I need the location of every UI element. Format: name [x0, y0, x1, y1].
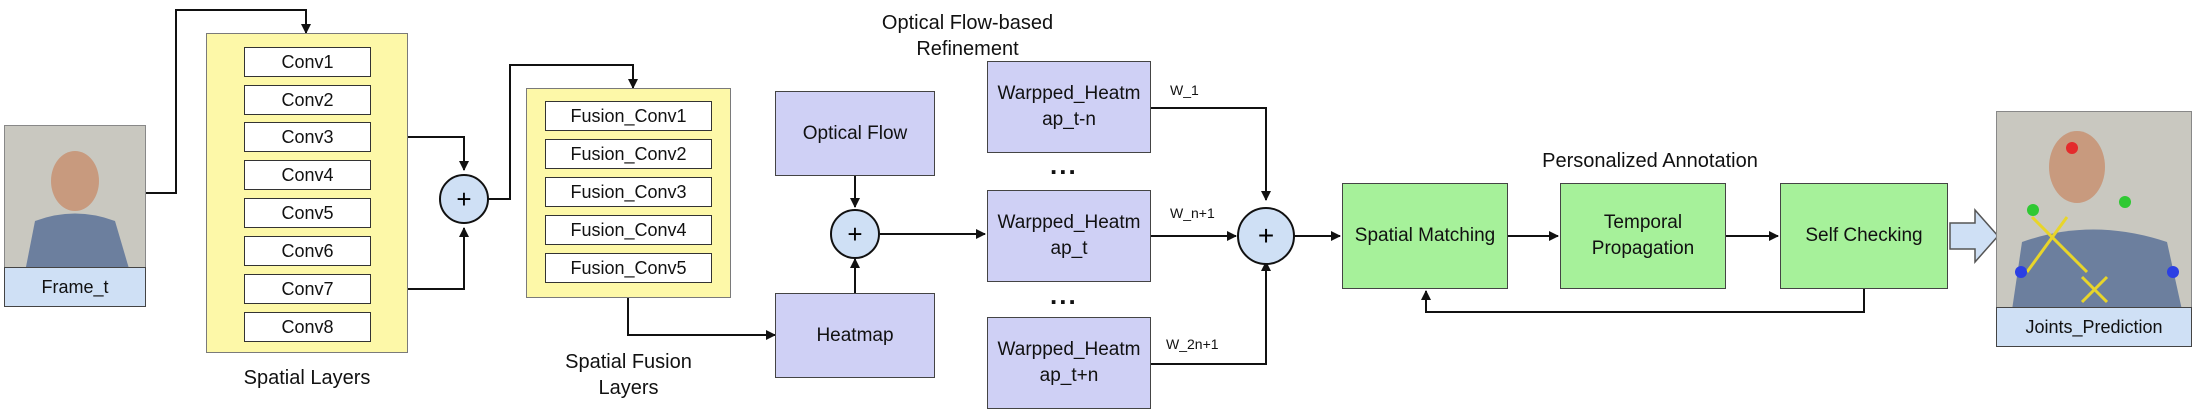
layer-conv8: Conv8: [244, 312, 371, 342]
arrow-feedback-loop: [1421, 289, 1865, 313]
warped-heatmap-t: Warpped_Heatm ap_t: [987, 190, 1151, 282]
joints-illustration: [1997, 112, 2191, 308]
spatial-fusion-caption-line2: Layers: [598, 377, 659, 399]
layer-fusion-conv4: Fusion_Conv4: [545, 215, 712, 245]
sum-node-3: [1237, 207, 1295, 265]
refinement-title-line1: Optical Flow-based: [881, 12, 1054, 34]
weight-w2n1: W_2n+1: [1166, 336, 1219, 352]
warped-heatmap-t-minus-n: Warpped_Heatm ap_t-n: [987, 61, 1151, 153]
warped-mid-line1: Warpped_Heatm: [997, 212, 1141, 234]
sum-symbol-2: +: [847, 219, 862, 249]
sum-node-2: [830, 209, 880, 259]
weight-wn1: W_n+1: [1170, 205, 1215, 221]
self-checking-box: Self Checking: [1780, 183, 1948, 289]
layer-fusion-conv2: Fusion_Conv2: [545, 139, 712, 169]
input-frame-image: [4, 125, 146, 271]
output-frame-image: [1996, 111, 2192, 309]
layer-conv5: Conv5: [244, 198, 371, 228]
refinement-title-line2: Refinement: [916, 38, 1019, 60]
personalized-annotation-title: Personalized Annotation: [1542, 150, 1758, 172]
layer-fusion-conv3: Fusion_Conv3: [545, 177, 712, 207]
arrow-frame-to-spatial: [146, 9, 311, 194]
arrow-warped-bottom-to-sum: [1151, 261, 1271, 365]
ellipsis-upper: ...: [1050, 150, 1078, 180]
layer-conv2: Conv2: [244, 85, 371, 115]
layer-fusion-conv1: Fusion_Conv1: [545, 101, 712, 131]
arrow-sum-to-fusion: [488, 64, 638, 200]
heatmap-box: Heatmap: [775, 293, 935, 378]
temporal-line1: Temporal: [1603, 212, 1683, 234]
spatial-fusion-caption: Spatial Fusion Layers: [536, 349, 721, 401]
temporal-propagation-box: Temporal Propagation: [1560, 183, 1726, 289]
ellipsis-lower: ...: [1050, 280, 1078, 310]
warped-mid-line2: ap_t: [1050, 238, 1088, 259]
warped-bottom-line1: Warpped_Heatm: [997, 339, 1141, 361]
warped-top-line1: Warpped_Heatm: [997, 83, 1141, 105]
layer-fusion-conv5: Fusion_Conv5: [545, 253, 712, 283]
warped-heatmap-t-plus-n: Warpped_Heatm ap_t+n: [987, 317, 1151, 409]
arrow-warped-top-to-sum: [1151, 107, 1271, 201]
spatial-fusion-caption-line1: Spatial Fusion: [565, 351, 692, 373]
warped-top-line2: ap_t-n: [1042, 109, 1096, 130]
layer-conv6: Conv6: [244, 236, 371, 266]
weight-w1: W_1: [1170, 82, 1199, 98]
spatial-matching-box: Spatial Matching: [1342, 183, 1508, 289]
arrow-fusion-to-heatmap: [627, 298, 776, 340]
layer-conv4: Conv4: [244, 160, 371, 190]
warped-bottom-line2: ap_t+n: [1039, 365, 1099, 386]
temporal-line2: Propagation: [1591, 238, 1695, 259]
joints-prediction-label: Joints_Prediction: [1996, 307, 2192, 347]
layer-conv3: Conv3: [244, 122, 371, 152]
sum-symbol-3: +: [1258, 220, 1274, 251]
refinement-title: Optical Flow-based Refinement: [850, 10, 1085, 62]
layer-conv7: Conv7: [244, 274, 371, 304]
sum-symbol-1: +: [456, 184, 471, 214]
sum-node-1: [439, 174, 489, 224]
optical-flow-box: Optical Flow: [775, 91, 935, 176]
frame-label: Frame_t: [4, 267, 146, 307]
spatial-layers-caption: Spatial Layers: [243, 367, 371, 389]
spatial-layers-panel: [206, 33, 408, 353]
person-illustration: [5, 126, 145, 270]
layer-conv1: Conv1: [244, 47, 371, 77]
output-block-arrow: [1949, 208, 2000, 264]
